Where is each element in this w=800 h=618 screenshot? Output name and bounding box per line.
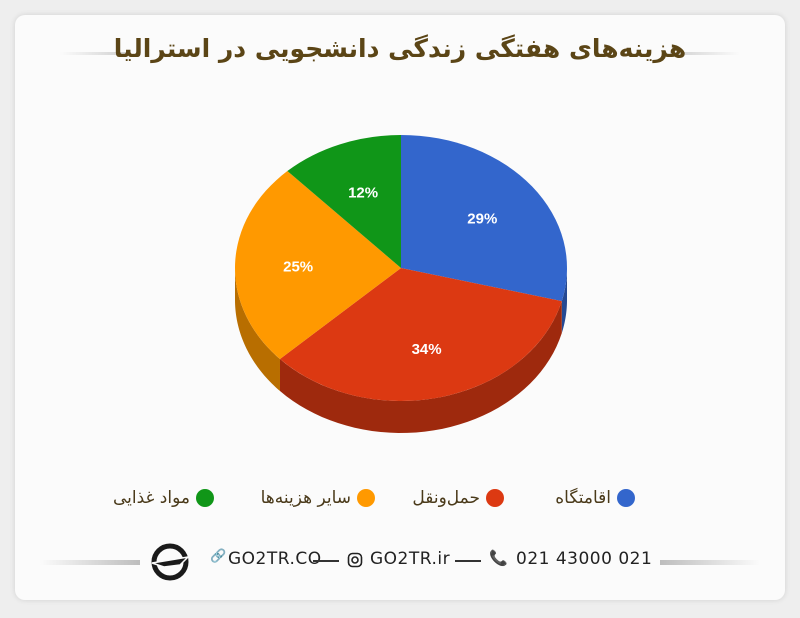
plane-logo-icon bbox=[151, 543, 191, 581]
title-divider bbox=[60, 52, 130, 55]
pie-slice bbox=[279, 268, 562, 401]
legend-item-0: اقامتگاه bbox=[555, 488, 635, 508]
footer-divider bbox=[660, 560, 760, 565]
slice-side bbox=[235, 268, 280, 392]
legend-label: حمل‌ونقل bbox=[412, 488, 480, 508]
phone-icon: 📞 bbox=[489, 549, 509, 567]
data-label: 34% bbox=[412, 341, 442, 358]
legend-item-3: مواد غذایی bbox=[113, 488, 214, 508]
data-label: 12% bbox=[348, 184, 378, 201]
separator bbox=[455, 560, 481, 562]
footer: 🔗 GO2TR.CO GO2TR.ir 📞 021 43000 021 bbox=[0, 543, 800, 581]
pie-chart: 29% 34% 25% 12% bbox=[235, 135, 567, 433]
data-label: 25% bbox=[283, 258, 313, 275]
instagram-link[interactable]: GO2TR.ir bbox=[370, 549, 451, 569]
instagram-icon bbox=[347, 552, 363, 568]
legend-swatch bbox=[486, 489, 504, 507]
phone-number[interactable]: 021 43000 021 bbox=[516, 549, 653, 569]
slice-side bbox=[279, 301, 562, 433]
legend-label: مواد غذایی bbox=[112, 488, 190, 508]
legend-swatch bbox=[617, 489, 635, 507]
website-link[interactable]: GO2TR.CO bbox=[228, 549, 322, 569]
chart-title: هزینه‌های هفتگی زندگی دانشجویی در استرال… bbox=[113, 34, 687, 63]
slice-side bbox=[561, 268, 567, 334]
separator bbox=[313, 560, 339, 562]
pie-slice bbox=[401, 135, 567, 302]
link-icon: 🔗 bbox=[210, 549, 227, 564]
legend-label: سایر هزینه‌ها bbox=[260, 488, 351, 508]
footer-divider bbox=[40, 560, 140, 565]
legend-swatch bbox=[196, 489, 214, 507]
legend-label: اقامتگاه bbox=[555, 488, 611, 508]
data-label: 29% bbox=[467, 210, 497, 227]
pie-slice bbox=[235, 171, 401, 360]
pie-slice bbox=[287, 135, 401, 268]
legend-item-1: حمل‌ونقل bbox=[412, 488, 504, 508]
legend-item-2: سایر هزینه‌ها bbox=[261, 488, 375, 508]
legend-swatch bbox=[357, 489, 375, 507]
